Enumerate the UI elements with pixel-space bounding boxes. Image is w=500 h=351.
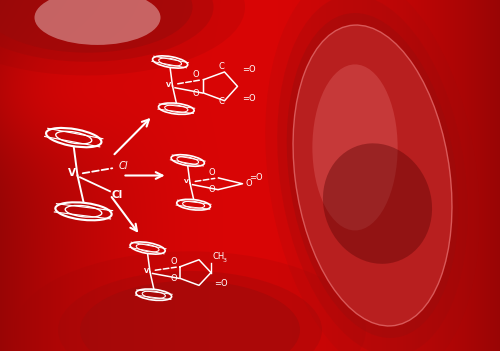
Text: O: O xyxy=(193,89,200,98)
Text: O: O xyxy=(170,274,177,283)
Ellipse shape xyxy=(265,0,480,351)
Ellipse shape xyxy=(286,13,458,338)
Text: C: C xyxy=(218,62,224,71)
Text: O: O xyxy=(170,257,177,266)
Text: C: C xyxy=(218,97,224,106)
Text: =O: =O xyxy=(214,279,228,288)
Text: CH: CH xyxy=(212,252,225,261)
Ellipse shape xyxy=(0,0,245,75)
Ellipse shape xyxy=(58,271,322,351)
Text: Cl: Cl xyxy=(112,190,123,200)
Text: V: V xyxy=(166,82,172,88)
Text: =O: =O xyxy=(242,65,256,74)
Ellipse shape xyxy=(293,25,452,326)
Text: O: O xyxy=(246,179,252,188)
Ellipse shape xyxy=(277,0,468,351)
Text: V: V xyxy=(68,168,76,178)
Ellipse shape xyxy=(0,0,214,62)
Ellipse shape xyxy=(0,0,192,53)
Text: O: O xyxy=(193,70,200,79)
Ellipse shape xyxy=(34,0,160,45)
Ellipse shape xyxy=(323,143,432,264)
Text: 3: 3 xyxy=(223,258,227,263)
Ellipse shape xyxy=(312,65,398,231)
Text: V: V xyxy=(144,268,149,274)
Text: O: O xyxy=(209,168,216,177)
Ellipse shape xyxy=(14,251,366,351)
Text: =O: =O xyxy=(242,94,256,103)
Text: =O: =O xyxy=(250,173,263,182)
Ellipse shape xyxy=(80,281,300,351)
Text: V: V xyxy=(184,179,189,185)
Text: O: O xyxy=(209,185,216,194)
Text: Cl: Cl xyxy=(119,161,128,171)
